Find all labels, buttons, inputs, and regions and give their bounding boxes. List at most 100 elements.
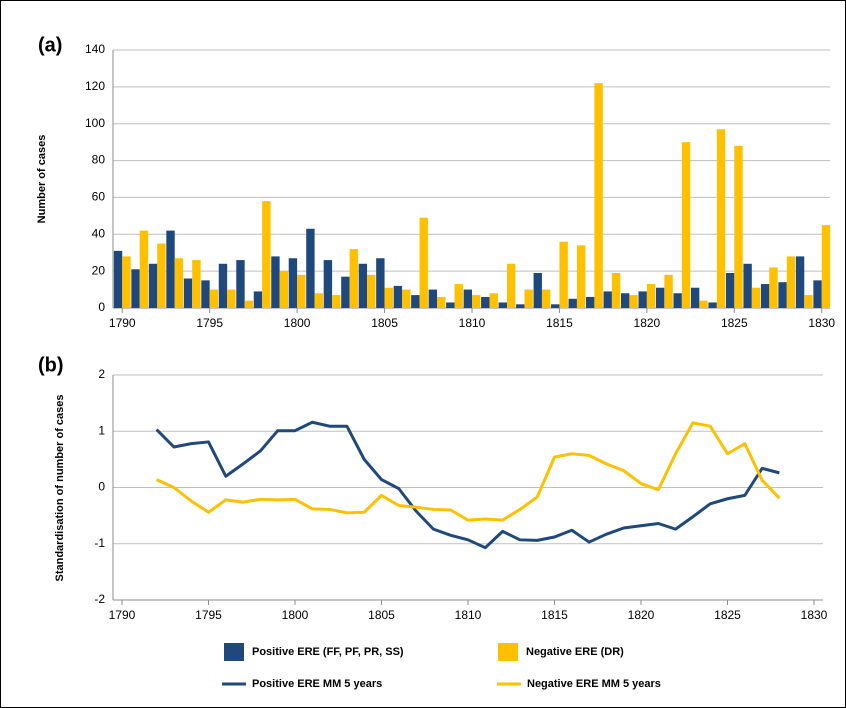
y-tick-label: 120 — [85, 79, 105, 93]
bar — [349, 249, 358, 308]
bar — [411, 295, 420, 308]
bar — [209, 289, 219, 308]
y-tick-label: 60 — [92, 190, 106, 204]
bar — [760, 284, 770, 308]
y-tick-label: 0 — [98, 300, 105, 314]
bar — [367, 274, 376, 308]
bar — [795, 256, 805, 308]
panel-label: (b) — [38, 354, 64, 376]
bar — [664, 274, 673, 308]
bar — [174, 258, 184, 308]
bar — [506, 263, 516, 308]
bar — [708, 302, 717, 308]
bar — [611, 272, 621, 308]
bar — [524, 289, 533, 308]
bar — [314, 293, 324, 308]
line — [155, 421, 781, 522]
x-tick-label: 1820 — [634, 316, 661, 330]
bar — [183, 278, 193, 308]
x-tick-label: 1790 — [109, 608, 136, 622]
x-tick-label: 1805 — [368, 608, 395, 622]
bar — [279, 271, 289, 308]
y-tick-label: 20 — [92, 263, 106, 277]
bar — [786, 256, 796, 308]
bar — [541, 289, 551, 308]
bar — [262, 201, 271, 308]
bar — [446, 302, 455, 308]
bar — [673, 293, 682, 308]
bar — [551, 304, 560, 308]
bar — [402, 289, 411, 308]
bar — [437, 296, 446, 308]
bar — [166, 230, 175, 308]
x-tick-label: 1830 — [801, 608, 828, 622]
y-tick-label: -2 — [94, 592, 105, 606]
bar — [751, 287, 761, 308]
bar — [804, 295, 813, 308]
bar — [489, 293, 498, 308]
bar — [620, 293, 630, 308]
bar — [253, 291, 263, 308]
legend-label: Positive ERE MM 5 years — [252, 678, 382, 690]
bar — [113, 250, 123, 308]
bar — [498, 302, 507, 308]
bar — [393, 285, 403, 308]
x-tick-label: 1795 — [196, 316, 223, 330]
bar — [131, 269, 140, 308]
bar — [629, 295, 638, 308]
y-tick-label: 40 — [92, 226, 106, 240]
bar — [576, 245, 586, 308]
bar — [227, 289, 236, 308]
bar — [288, 258, 298, 308]
bar — [559, 241, 568, 308]
bar — [533, 272, 542, 308]
bar — [236, 260, 245, 308]
bar — [139, 230, 149, 308]
bar — [419, 217, 428, 308]
bar — [743, 263, 752, 308]
bar — [646, 284, 656, 308]
bar — [472, 295, 481, 308]
legend-swatch — [498, 643, 518, 661]
y-tick-label: 140 — [85, 42, 105, 56]
bar — [192, 260, 201, 308]
bar — [341, 276, 350, 308]
bar — [725, 272, 735, 308]
panel-label: (a) — [38, 34, 62, 56]
bar — [690, 287, 700, 308]
bar — [218, 263, 228, 308]
bar — [716, 129, 726, 308]
legend-label: Positive ERE (FF, PF, PR, SS) — [252, 646, 404, 658]
y-tick-label: -1 — [94, 536, 105, 550]
x-tick-label: 1800 — [284, 316, 311, 330]
x-tick-label: 1805 — [371, 316, 398, 330]
bar — [699, 300, 708, 308]
x-tick-label: 1825 — [721, 316, 748, 330]
bar — [681, 142, 691, 308]
x-tick-label: 1825 — [714, 608, 741, 622]
x-tick-label: 1800 — [282, 608, 309, 622]
bar — [813, 280, 822, 308]
bar — [244, 300, 254, 308]
bar — [454, 284, 463, 308]
y-tick-label: 100 — [85, 116, 105, 130]
bar — [332, 295, 341, 308]
bar — [516, 304, 525, 308]
bar — [769, 267, 778, 308]
bar — [734, 145, 743, 308]
legend-swatch — [224, 643, 244, 661]
x-tick-label: 1810 — [455, 608, 482, 622]
bar — [157, 243, 166, 308]
bar — [148, 263, 158, 308]
bar — [271, 256, 280, 308]
bar — [586, 296, 595, 308]
bar — [778, 282, 787, 308]
y-axis-title: Standardisation of number of cases — [54, 394, 66, 581]
bar — [428, 289, 438, 308]
bar — [122, 256, 131, 308]
bar — [306, 228, 315, 308]
x-tick-label: 1790 — [109, 316, 136, 330]
y-tick-label: 0 — [98, 480, 105, 494]
